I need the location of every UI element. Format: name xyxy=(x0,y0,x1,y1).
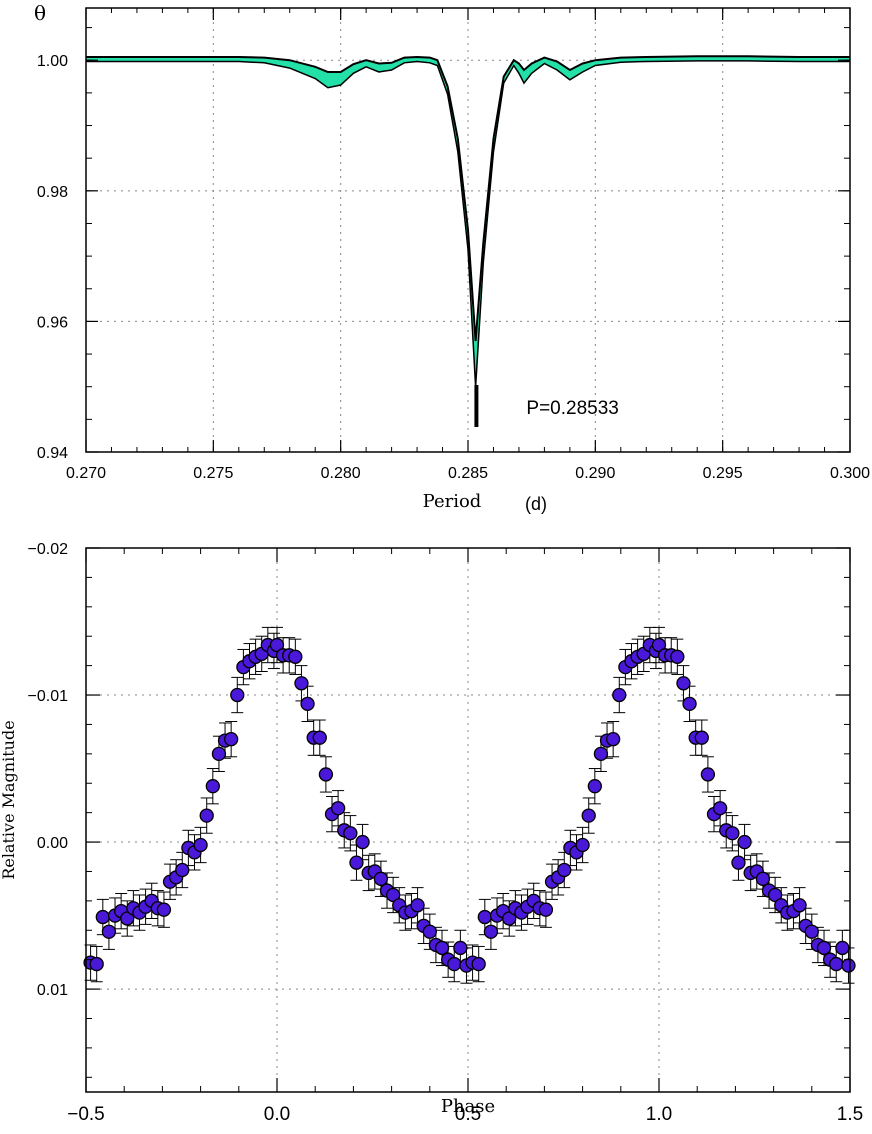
data-point xyxy=(193,837,208,853)
periodogram-y-tick-label: 0.94 xyxy=(37,445,68,462)
periodogram-x-axis-unit: (d) xyxy=(525,494,547,514)
light-curve-x-tick-labels: −0.5 0.0 0.5 1.0 1.5 xyxy=(67,1104,863,1125)
light-curve-grid xyxy=(86,548,850,1092)
phased-light-curve-panel: −0.5 0.0 0.5 1.0 1.5 −0.02 −0.01 0.00 0.01 Phas… xyxy=(0,541,863,1125)
data-point xyxy=(737,834,752,850)
light-curve-y-tick-label: 0.00 xyxy=(37,835,68,852)
data-point xyxy=(835,940,850,956)
periodogram-x-tick-labels: 0.270 0.275 0.280 0.285 0.290 0.295 0.300 xyxy=(66,465,870,482)
data-point xyxy=(89,956,104,972)
light-curve-x-tick-label: 0.0 xyxy=(264,1104,290,1125)
data-point xyxy=(670,649,685,664)
light-curve-x-tick-label: 0.5 xyxy=(455,1104,481,1125)
data-point xyxy=(175,862,190,878)
theta-periodogram-panel: 0.270 0.275 0.280 0.285 0.290 0.295 0.300 0.94… xyxy=(34,1,870,514)
data-point xyxy=(829,956,844,972)
theta-upper-curve xyxy=(86,55,850,342)
data-point xyxy=(120,911,135,926)
data-point xyxy=(792,898,807,913)
data-point xyxy=(288,649,303,664)
light-curve-y-axis-label: Relative Magnitude xyxy=(0,720,18,879)
data-point xyxy=(676,676,691,691)
best-period-label: P=0.28533 xyxy=(526,398,618,419)
data-point xyxy=(410,898,425,913)
periodogram-x-tick-label: 0.300 xyxy=(830,465,870,482)
periodogram-y-tick-label: 1.00 xyxy=(37,53,68,70)
data-point xyxy=(300,696,315,711)
data-point xyxy=(593,746,609,761)
periodogram-y-tick-label: 0.96 xyxy=(37,314,68,331)
data-point xyxy=(269,637,285,653)
periodogram-y-tick-labels: 0.94 0.96 0.98 1.00 xyxy=(37,53,68,462)
data-point xyxy=(230,687,245,703)
data-point xyxy=(294,676,309,691)
periodogram-x-axis-label: Period xyxy=(423,491,482,512)
data-point xyxy=(199,808,214,823)
data-point xyxy=(712,801,728,816)
data-point xyxy=(538,902,554,917)
periodogram-ticks xyxy=(85,8,851,453)
periodogram-x-tick-label: 0.270 xyxy=(66,465,106,482)
light-curve-x-tick-label: 1.5 xyxy=(837,1104,863,1125)
data-point xyxy=(453,940,468,956)
periodogram-y-tick-label: 0.98 xyxy=(37,184,68,201)
data-point xyxy=(156,902,172,917)
data-point xyxy=(575,837,590,853)
light-curve-x-tick-label: −0.5 xyxy=(67,1104,105,1125)
data-point xyxy=(651,637,667,653)
data-point xyxy=(682,696,697,711)
theta-lower-curve xyxy=(86,60,850,387)
periodogram-x-tick-label: 0.275 xyxy=(193,465,233,482)
data-point xyxy=(804,924,819,939)
light-curve-points xyxy=(83,637,856,973)
data-point xyxy=(349,855,364,870)
periodogram-x-tick-label: 0.290 xyxy=(575,465,615,482)
data-point xyxy=(318,767,334,782)
data-point xyxy=(422,924,437,939)
data-point xyxy=(841,958,856,973)
data-point xyxy=(725,826,740,841)
light-curve-y-tick-label: 0.01 xyxy=(37,982,68,999)
periodogram-y-axis-label: θ xyxy=(34,1,46,25)
light-curve-x-tick-label: 1.0 xyxy=(646,1104,672,1125)
data-point xyxy=(95,909,110,925)
periodogram-x-tick-label: 0.295 xyxy=(703,465,743,482)
data-point xyxy=(483,924,499,939)
data-point xyxy=(816,940,832,956)
light-curve-y-tick-labels: −0.02 −0.01 0.00 0.01 xyxy=(28,541,69,999)
periodogram-x-tick-label: 0.285 xyxy=(448,465,488,482)
data-point xyxy=(205,779,220,794)
data-point xyxy=(700,767,716,782)
data-point xyxy=(731,855,746,870)
data-point xyxy=(385,887,401,903)
periodogram-x-tick-label: 0.280 xyxy=(321,465,361,482)
data-point xyxy=(502,911,517,926)
light-curve-x-axis-label: Phase xyxy=(441,1096,495,1117)
data-point xyxy=(224,731,239,747)
data-point xyxy=(477,909,492,925)
data-point xyxy=(101,924,117,939)
light-curve-error-bars xyxy=(84,626,855,984)
data-point xyxy=(211,746,227,761)
data-point xyxy=(355,834,370,850)
data-point xyxy=(447,956,462,972)
data-point xyxy=(471,956,486,972)
light-curve-y-tick-label: −0.01 xyxy=(28,688,69,705)
data-point xyxy=(694,730,709,745)
data-point xyxy=(312,730,327,745)
data-point xyxy=(587,779,602,794)
data-point xyxy=(557,862,572,878)
data-point xyxy=(755,871,771,886)
light-curve-y-tick-label: −0.02 xyxy=(28,541,69,558)
data-point xyxy=(612,687,627,703)
data-point xyxy=(581,808,596,823)
data-point xyxy=(373,871,389,886)
data-point xyxy=(343,826,358,841)
data-point xyxy=(434,940,450,956)
data-point xyxy=(606,731,621,747)
data-point xyxy=(767,887,783,903)
data-point xyxy=(330,801,346,816)
light-curve-ticks xyxy=(85,547,851,1092)
